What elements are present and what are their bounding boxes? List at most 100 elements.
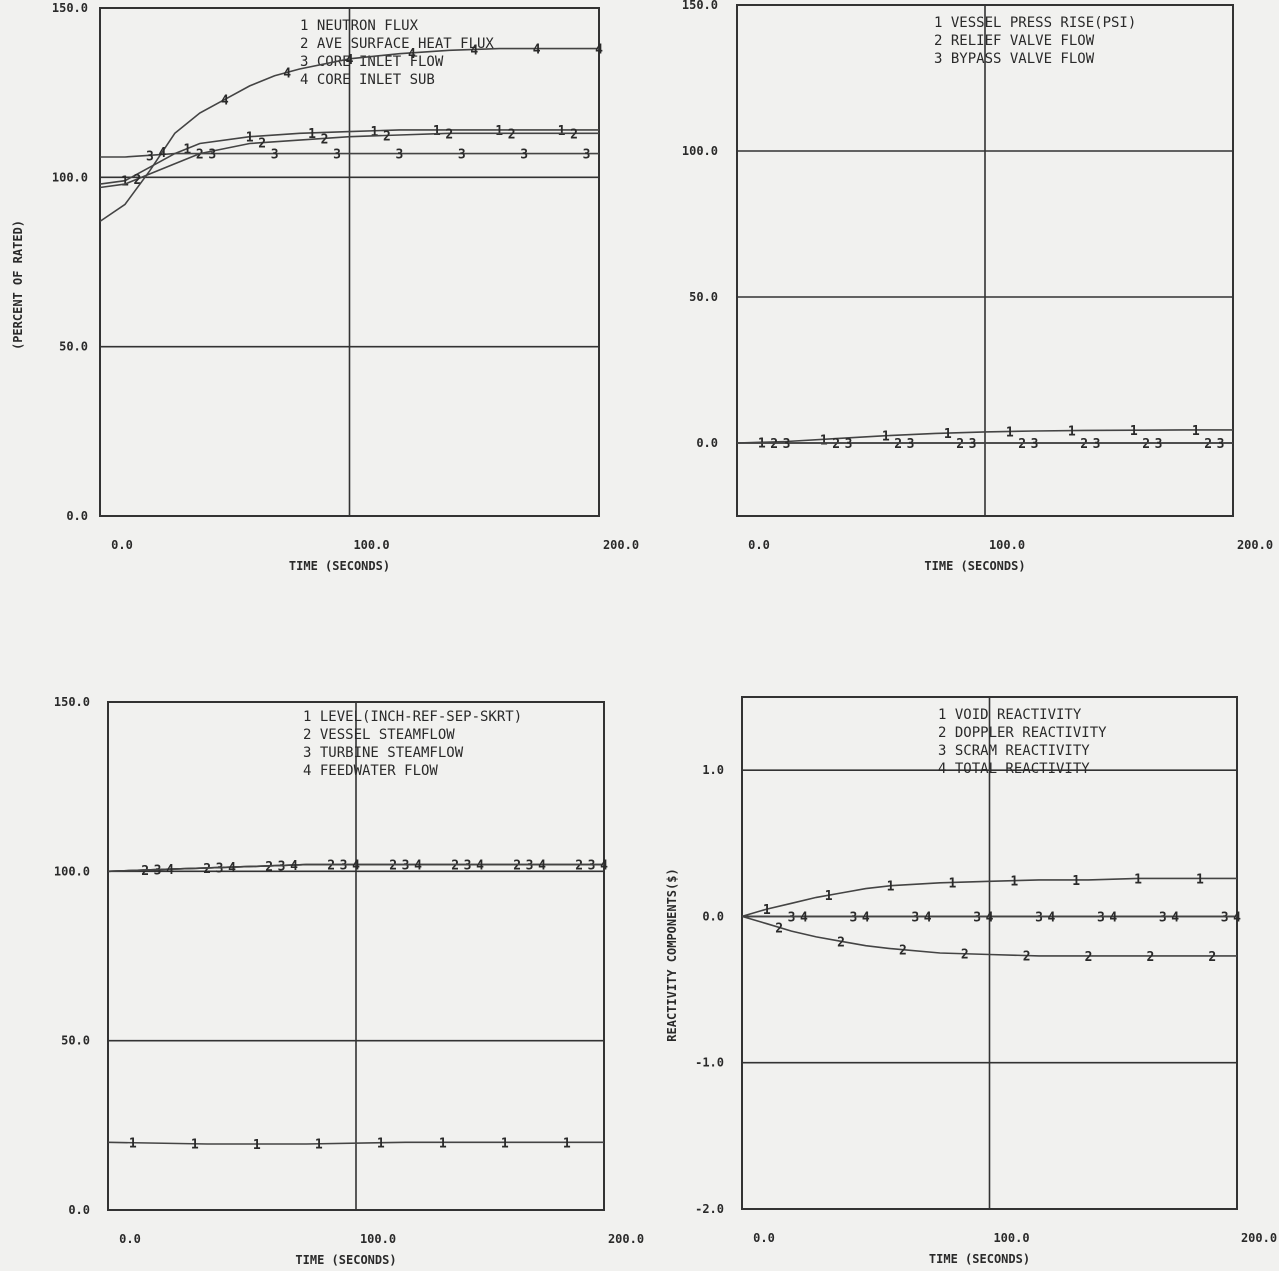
series-marker-1: 1 (1006, 425, 1014, 440)
series-marker-4: 4 (352, 859, 360, 874)
series-marker-1: 1 (1130, 424, 1138, 439)
series-marker-3: 3 (1093, 437, 1101, 452)
series-marker-4: 4 (476, 859, 484, 874)
series-marker-3: 3 (788, 910, 796, 925)
legend-entry: 4 TOTAL REACTIVITY (938, 761, 1090, 777)
series-line-3 (100, 152, 599, 158)
y-tick-label: -1.0 (695, 1056, 724, 1070)
series-marker-3: 3 (458, 148, 466, 163)
series-marker-1: 1 (887, 880, 895, 895)
series-marker-3: 3 (1159, 910, 1167, 925)
series-marker-3: 3 (402, 859, 410, 874)
x-tick-label: 200.0 (1237, 538, 1273, 552)
series-marker-4: 4 (538, 859, 546, 874)
series-marker-1: 1 (439, 1136, 447, 1151)
series-marker-3: 3 (333, 148, 341, 163)
series-marker-1: 1 (825, 889, 833, 904)
series-marker-3: 3 (783, 437, 791, 452)
x-axis-title: TIME (SECONDS) (929, 1252, 1030, 1266)
legend-entry: 3 TURBINE STEAMFLOW (303, 745, 464, 761)
series-marker-1: 1 (558, 124, 566, 139)
series-marker-1: 1 (183, 143, 191, 158)
series-marker-3: 3 (395, 148, 403, 163)
y-tick-label: 100.0 (54, 864, 90, 878)
series-marker-4: 4 (158, 146, 166, 161)
series-marker-3: 3 (520, 148, 528, 163)
x-tick-label: 0.0 (111, 538, 133, 552)
chart-panel-1: 0.0 50.0 100.0 150.0 0.0 100.0 200.0 TIME (SECO… (11, 1, 639, 573)
series-marker-2: 2 (445, 127, 453, 142)
legend-entry: 2 AVE SURFACE HEAT FLUX (300, 36, 494, 52)
series-marker-1: 1 (820, 433, 828, 448)
series-marker-4: 4 (283, 66, 291, 81)
series-marker-4: 4 (221, 93, 229, 108)
series-marker-3: 3 (146, 149, 154, 164)
series-marker-1: 1 (253, 1138, 261, 1153)
series-marker-3: 3 (907, 437, 915, 452)
series-marker-1: 1 (129, 1137, 137, 1152)
series-marker-4: 4 (408, 47, 416, 62)
x-axis-title: TIME (SECONDS) (924, 559, 1025, 573)
y-axis-title: REACTIVITY COMPONENTS($) (665, 868, 679, 1041)
series-marker-1: 1 (948, 876, 956, 891)
y-tick-label: 50.0 (689, 290, 718, 304)
series-marker-3: 3 (154, 864, 162, 879)
series-line-2 (99, 132, 599, 189)
series-marker-3: 3 (1217, 437, 1225, 452)
chart-panel-2: 0.0 50.0 100.0 150.0 0.0 100.0 200.0 TIME (SECO… (682, 0, 1273, 573)
series-marker-4: 4 (986, 910, 994, 925)
legend-entry: 4 FEEDWATER FLOW (303, 763, 438, 779)
series-marker-3: 3 (973, 910, 981, 925)
series-marker-1: 1 (1068, 425, 1076, 440)
series-line-1 (736, 429, 1233, 444)
series-marker-1: 1 (1072, 874, 1080, 889)
series-marker-1: 1 (191, 1138, 199, 1153)
series-marker-1: 1 (763, 903, 771, 918)
x-axis-title: TIME (SECONDS) (295, 1253, 396, 1267)
series-marker-3: 3 (1221, 910, 1229, 925)
series-marker-2: 2 (513, 859, 521, 874)
legend-entry: 3 SCRAM REACTIVITY (938, 743, 1090, 759)
y-tick-label: 0.0 (68, 1203, 90, 1217)
series-marker-2: 2 (203, 862, 211, 877)
series-line-1 (107, 1141, 604, 1145)
series-marker-3: 3 (969, 437, 977, 452)
series-marker-3: 3 (583, 148, 591, 163)
series-marker-1: 1 (882, 430, 890, 445)
series-marker-2: 2 (265, 860, 273, 875)
series-marker-2: 2 (1080, 437, 1088, 452)
x-tick-label: 100.0 (360, 1232, 396, 1246)
y-tick-label: 0.0 (66, 509, 88, 523)
series-marker-2: 2 (1146, 950, 1154, 965)
legend-entry: 4 CORE INLET SUB (300, 72, 435, 88)
chart-panel-3: 0.0 50.0 100.0 150.0 0.0 100.0 200.0 TIME (SECO… (54, 695, 644, 1267)
series-marker-3: 3 (588, 859, 596, 874)
legend-entry: 2 RELIEF VALVE FLOW (934, 33, 1095, 49)
series-marker-3: 3 (278, 859, 286, 874)
series-marker-1: 1 (246, 131, 254, 146)
series-marker-3: 3 (1035, 910, 1043, 925)
series-marker-4: 4 (1109, 910, 1117, 925)
series-marker-4: 4 (1233, 910, 1241, 925)
series-marker-2: 2 (1085, 950, 1093, 965)
series-marker-2: 2 (451, 859, 459, 874)
series-marker-2: 2 (837, 935, 845, 950)
series-marker-3: 3 (208, 148, 216, 163)
series-marker-3: 3 (271, 148, 279, 163)
y-tick-label: -2.0 (695, 1202, 724, 1216)
series-marker-4: 4 (470, 43, 478, 58)
y-tick-label: 50.0 (59, 340, 88, 354)
series-marker-2: 2 (1204, 437, 1212, 452)
x-tick-label: 200.0 (608, 1232, 644, 1246)
series-marker-1: 1 (944, 427, 952, 442)
x-tick-label: 100.0 (353, 538, 389, 552)
series-marker-1: 1 (433, 124, 441, 139)
series-marker-3: 3 (216, 862, 224, 877)
series-marker-3: 3 (526, 859, 534, 874)
chart-panel-4: -2.0 -1.0 0.0 1.0 0.0 100.0 200.0 TIME (SECONDS… (665, 696, 1277, 1266)
legend-entry: 2 VESSEL STEAMFLOW (303, 727, 455, 743)
series-marker-2: 2 (899, 944, 907, 959)
y-tick-label: 150.0 (54, 695, 90, 709)
legend-entry: 1 VOID REACTIVITY (938, 707, 1082, 723)
y-axis-title: (PERCENT OF RATED) (11, 220, 25, 350)
